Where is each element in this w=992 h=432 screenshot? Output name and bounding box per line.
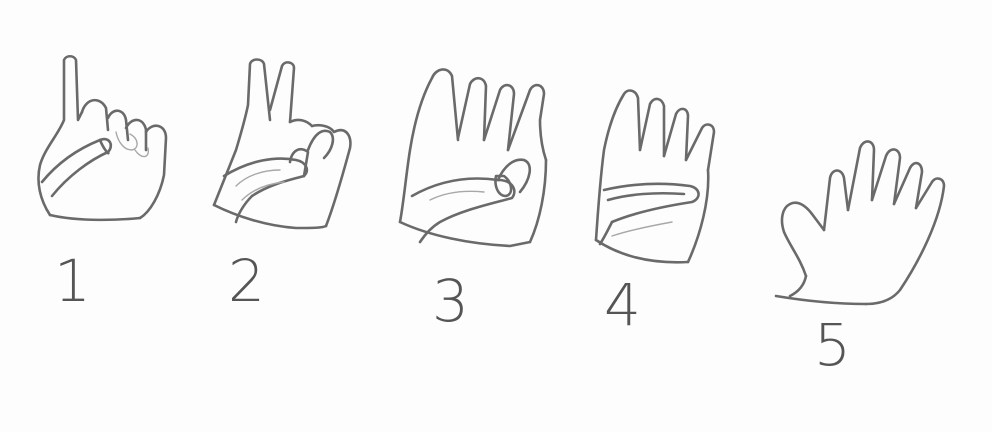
hand-four-drawing	[594, 89, 716, 264]
count-label-1: 1	[54, 247, 91, 315]
hand-one-drawing	[37, 54, 168, 222]
count-label-4: 4	[604, 271, 641, 339]
hand-five-drawing	[774, 140, 946, 306]
hand-two-drawing	[212, 58, 352, 230]
count-label-2: 2	[228, 247, 265, 315]
count-label-5: 5	[814, 311, 851, 379]
hand-three-drawing	[398, 68, 548, 248]
count-label-3: 3	[432, 267, 469, 335]
